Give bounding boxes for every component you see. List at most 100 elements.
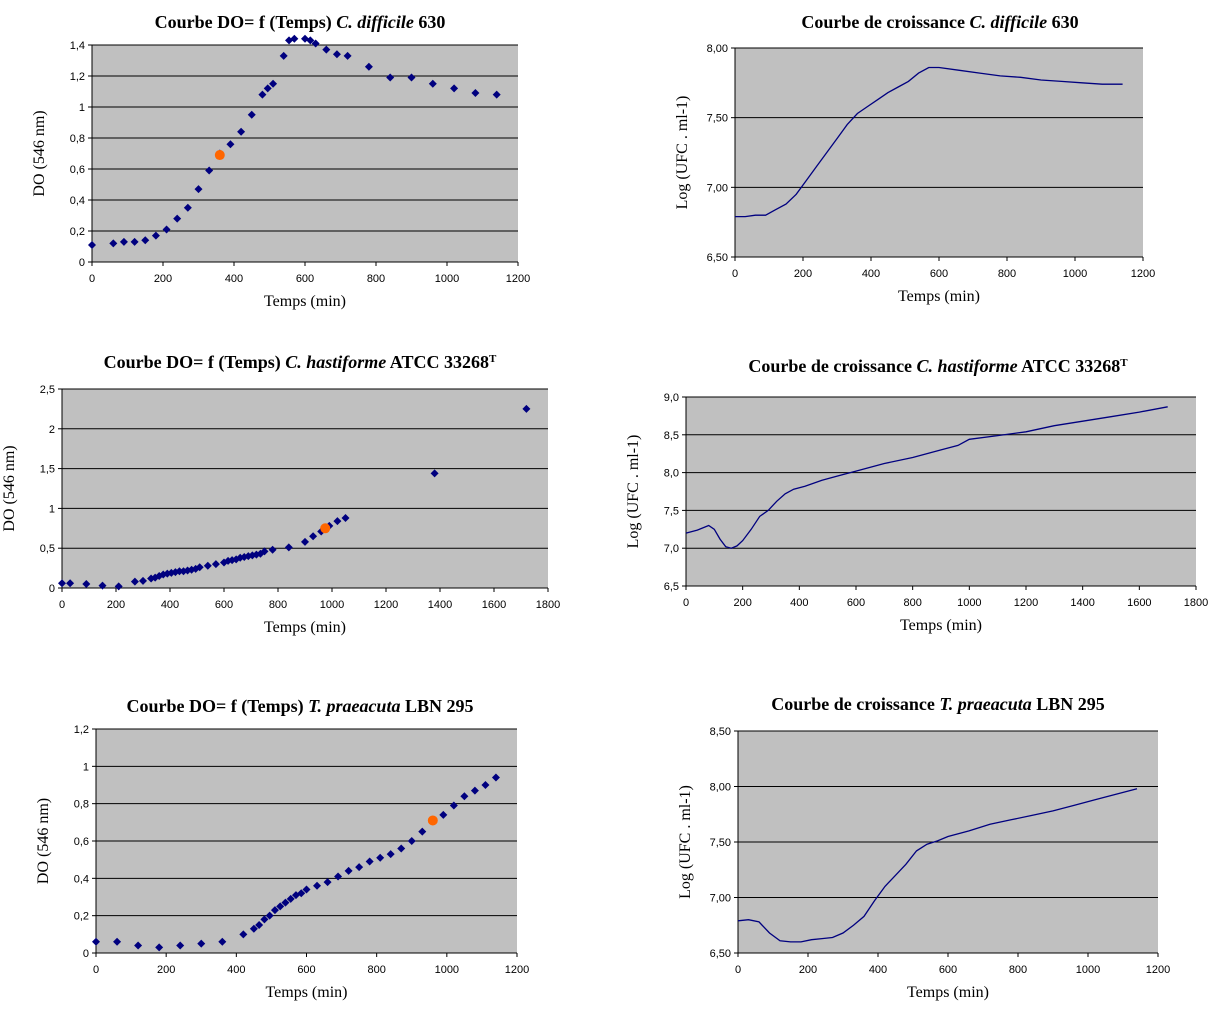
series-line	[735, 66, 1123, 218]
chart-2: 6,50 7,00 7,50 8,00 0 200 400 600 800 1000 1200 Cou…	[674, 12, 1155, 305]
x-tick-label: 1800	[1184, 597, 1208, 609]
x-tick-label: 0	[732, 268, 738, 280]
y-tick-label: 0	[49, 583, 55, 595]
x-tick-label: 1200	[1146, 964, 1170, 976]
y-tick-label: 1	[79, 102, 85, 114]
x-tick-label: 1000	[957, 597, 981, 609]
data-point	[418, 827, 427, 836]
x-tick-label: 800	[269, 599, 287, 611]
data-point	[205, 166, 214, 175]
chart-title-part: T. praeacuta	[308, 696, 400, 716]
data-point	[260, 547, 269, 556]
data-point	[113, 937, 122, 946]
y-tick-label: 2	[49, 424, 55, 436]
data-point	[460, 792, 469, 801]
y-tick-label: 0,4	[70, 195, 85, 207]
x-tick-label: 0	[93, 964, 99, 976]
data-point	[301, 537, 309, 546]
chart-title-part: ATCC 33268	[386, 352, 489, 372]
y-tick-label: 0,2	[74, 911, 89, 923]
x-tick-label: 1200	[1014, 597, 1038, 609]
x-tick-label: 1000	[435, 964, 459, 976]
highlight-point	[214, 150, 225, 161]
x-tick-label: 1200	[1131, 268, 1155, 280]
chart-title: Courbe de croissance T. praeacuta LBN 29…	[771, 694, 1105, 714]
y-tick-label: 0,5	[40, 543, 55, 555]
highlight-point	[427, 815, 438, 826]
x-tick-label: 800	[367, 964, 385, 976]
x-tick-label: 1600	[482, 599, 506, 611]
x-tick-label: 400	[790, 597, 808, 609]
y-tick-label: 1	[49, 503, 55, 515]
x-tick-label: 400	[862, 268, 880, 280]
y-tick-label: 0,8	[74, 799, 89, 811]
chart-title-part: 630	[414, 12, 446, 32]
data-point	[130, 237, 139, 246]
x-tick-label: 1800	[536, 599, 560, 611]
chart-title-part: T	[489, 353, 497, 365]
x-tick-label: 400	[225, 273, 243, 285]
y-tick-label: 8,5	[664, 430, 679, 442]
data-point	[155, 943, 164, 952]
y-tick-label: 6,5	[664, 581, 679, 593]
x-tick-label: 0	[735, 964, 741, 976]
data-point	[290, 34, 299, 43]
y-tick-label: 8,50	[710, 726, 731, 738]
data-point	[239, 930, 248, 939]
x-tick-label: 1200	[374, 599, 398, 611]
data-point	[183, 203, 192, 212]
data-point	[194, 185, 203, 194]
data-point	[492, 90, 501, 99]
data-point	[176, 941, 185, 950]
data-point	[439, 810, 448, 819]
data-point	[364, 62, 373, 71]
x-axis-label: Temps (min)	[264, 293, 346, 310]
chart-title: Courbe de croissance C. difficile 630	[801, 12, 1078, 32]
data-point	[88, 240, 96, 249]
x-tick-label: 600	[296, 273, 314, 285]
y-tick-label: 1,5	[40, 464, 55, 476]
data-point	[203, 561, 212, 570]
data-point	[255, 921, 264, 929]
data-point	[279, 51, 288, 60]
x-tick-label: 1400	[1070, 597, 1094, 609]
data-point	[82, 580, 91, 589]
data-point	[270, 906, 279, 915]
series-line	[737, 788, 1138, 943]
chart-title-part: 630	[1047, 12, 1079, 32]
y-tick-label: 8,00	[707, 43, 728, 55]
data-point	[141, 236, 150, 245]
data-point	[322, 45, 331, 54]
y-tick-label: 1,2	[74, 724, 89, 736]
x-tick-label: 800	[903, 597, 921, 609]
y-tick-label: 7,0	[664, 543, 679, 555]
data-point	[341, 513, 350, 522]
data-point	[195, 563, 204, 572]
data-point	[332, 50, 341, 59]
x-tick-label: 0	[683, 597, 689, 609]
data-point	[249, 924, 258, 933]
x-tick-label: 600	[847, 597, 865, 609]
data-point	[237, 127, 246, 136]
x-tick-label: 1600	[1127, 597, 1151, 609]
data-point	[268, 545, 277, 554]
data-point	[175, 567, 184, 576]
chart-title-part: ATCC 33268	[1018, 356, 1121, 376]
y-tick-label: 8,00	[710, 782, 731, 794]
data-point	[365, 857, 374, 866]
chart-1: 0 0,2 0,4 0,6 0,8 1 1,2 1,4 0 200 400 600 800 1000 120…	[31, 12, 530, 310]
x-tick-label: 1000	[435, 273, 459, 285]
x-tick-label: 200	[157, 964, 175, 976]
y-tick-label: 0,6	[70, 164, 85, 176]
x-tick-label: 1000	[320, 599, 344, 611]
data-point	[226, 140, 235, 149]
y-axis-label: Log (UFC . ml-1)	[625, 435, 642, 549]
series-line	[685, 406, 1168, 549]
y-tick-label: 0	[79, 257, 85, 269]
y-axis-label: Log (UFC . ml-1)	[674, 96, 691, 210]
x-axis-label: Temps (min)	[898, 288, 980, 305]
chart-title-part: Courbe DO= f (Temps)	[127, 696, 309, 717]
chart-title: Courbe DO= f (Temps) T. praeacuta LBN 29…	[127, 696, 474, 717]
chart-title: Courbe DO= f (Temps) C. hastiforme ATCC …	[104, 352, 497, 373]
